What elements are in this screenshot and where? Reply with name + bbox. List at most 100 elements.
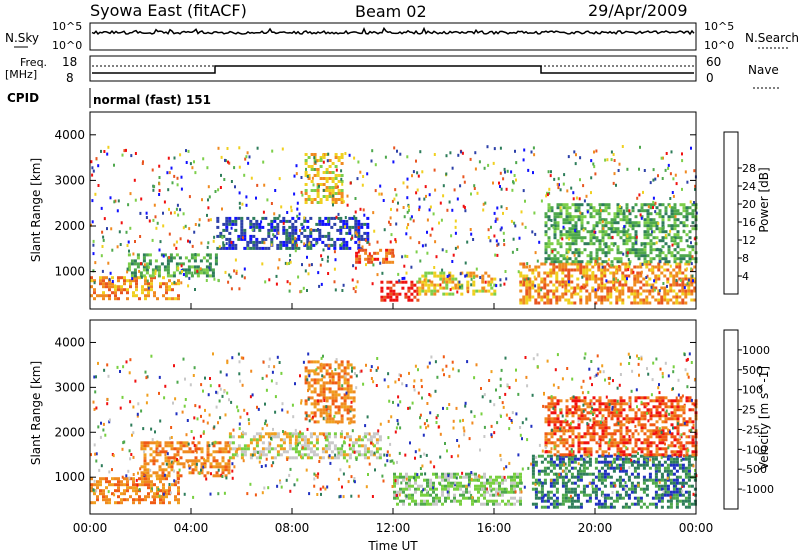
heatmap-cell	[304, 411, 308, 415]
heatmap-cell	[540, 496, 544, 500]
heatmap-cell	[537, 295, 541, 299]
heatmap-cell	[396, 478, 399, 482]
heatmap-cell	[643, 426, 647, 430]
heatmap-cell	[565, 230, 569, 234]
heatmap-cell	[611, 263, 614, 267]
heatmap-cell	[318, 228, 322, 232]
heatmap-cell	[634, 251, 638, 255]
heatmap-cell	[320, 254, 323, 258]
heatmap-cell	[642, 502, 646, 506]
heatmap-cell	[366, 237, 370, 241]
heatmap-cell	[339, 237, 343, 241]
heatmap-cell	[619, 251, 623, 255]
heatmap-cell	[601, 248, 605, 252]
heatmap-cell	[582, 472, 586, 476]
heatmap-cell	[685, 209, 689, 213]
heatmap-cell	[328, 186, 332, 189]
heatmap-cell	[228, 237, 232, 241]
heatmap-cell	[634, 203, 638, 207]
heatmap-cell	[435, 255, 438, 259]
heatmap-cell	[627, 265, 631, 269]
heatmap-cell	[613, 444, 617, 448]
heatmap-cell	[166, 171, 169, 175]
heatmap-cell	[331, 417, 335, 421]
heatmap-cell	[344, 216, 347, 219]
heatmap-cell	[327, 272, 330, 275]
heatmap-cell	[483, 490, 486, 494]
heatmap-cell	[597, 265, 601, 269]
heatmap-cell	[291, 237, 295, 241]
heatmap-cell	[194, 171, 197, 175]
heatmap-cell	[325, 168, 329, 171]
heatmap-cell	[679, 399, 683, 403]
heatmap-cell	[550, 170, 552, 174]
heatmap-cell	[547, 215, 551, 219]
heatmap-cell	[240, 222, 244, 226]
heatmap-cell	[354, 240, 358, 244]
heatmap-cell	[549, 502, 553, 506]
heatmap-cell	[683, 286, 686, 290]
heatmap-cell	[594, 259, 597, 263]
y-tick-label: 1000	[54, 265, 85, 279]
heatmap-cell	[214, 253, 218, 257]
heatmap-cell	[453, 496, 456, 500]
heatmap-cell	[553, 224, 557, 228]
heatmap-cell	[557, 186, 560, 190]
heatmap-cell	[624, 283, 628, 287]
heatmap-cell	[609, 475, 613, 479]
heatmap-cell	[154, 272, 157, 276]
heatmap-cell	[621, 298, 625, 302]
heatmap-cell	[146, 471, 150, 475]
heatmap-cell	[598, 257, 601, 261]
heatmap-cell	[431, 227, 434, 231]
heatmap-cell	[553, 215, 557, 219]
heatmap-cell	[559, 206, 562, 210]
heatmap-cell	[531, 466, 535, 470]
heatmap-cell	[177, 266, 180, 270]
heatmap-cell	[297, 237, 301, 241]
heatmap-cell	[274, 189, 277, 192]
heatmap-cell	[480, 481, 483, 485]
heatmap-cell	[672, 301, 676, 305]
heatmap-cell	[203, 474, 207, 478]
heatmap-cell	[658, 411, 662, 415]
heatmap-cell	[306, 243, 310, 247]
heatmap-cell	[546, 289, 550, 293]
heatmap-cell	[570, 472, 574, 476]
heatmap-cell	[155, 453, 159, 457]
heatmap-cell	[595, 414, 599, 418]
heatmap-cell	[655, 414, 659, 418]
heatmap-cell	[282, 219, 286, 223]
heatmap-cell	[634, 417, 638, 421]
heatmap-cell	[474, 167, 477, 171]
heatmap-cell	[202, 157, 205, 161]
heatmap-cell	[604, 426, 608, 430]
heatmap-cell	[607, 212, 611, 216]
heatmap-cell	[474, 487, 477, 491]
heatmap-cell	[585, 289, 589, 293]
heatmap-cell	[549, 463, 553, 467]
heatmap-cell	[657, 265, 661, 269]
heatmap-cell	[191, 450, 195, 454]
heatmap-cell	[432, 502, 435, 506]
heatmap-cell	[436, 283, 440, 287]
heatmap-cell	[346, 411, 350, 415]
heatmap-cell	[688, 399, 692, 403]
heatmap-cell	[645, 463, 649, 467]
heatmap-cell	[583, 435, 587, 439]
heatmap-cell	[667, 163, 670, 167]
heatmap-cell	[528, 298, 532, 302]
heatmap-cell	[643, 221, 647, 225]
power-heatmap	[90, 145, 698, 305]
heatmap-cell	[240, 231, 244, 235]
heatmap-cell	[343, 402, 347, 406]
heatmap-cell	[141, 285, 144, 289]
heatmap-cell	[441, 484, 444, 488]
heatmap-cell	[602, 218, 604, 222]
heatmap-cell	[357, 228, 361, 232]
heatmap-cell	[499, 283, 502, 287]
heatmap-cell	[177, 498, 180, 502]
heatmap-cell	[555, 457, 559, 461]
heatmap-cell	[176, 441, 180, 445]
heatmap-cell	[411, 174, 413, 178]
